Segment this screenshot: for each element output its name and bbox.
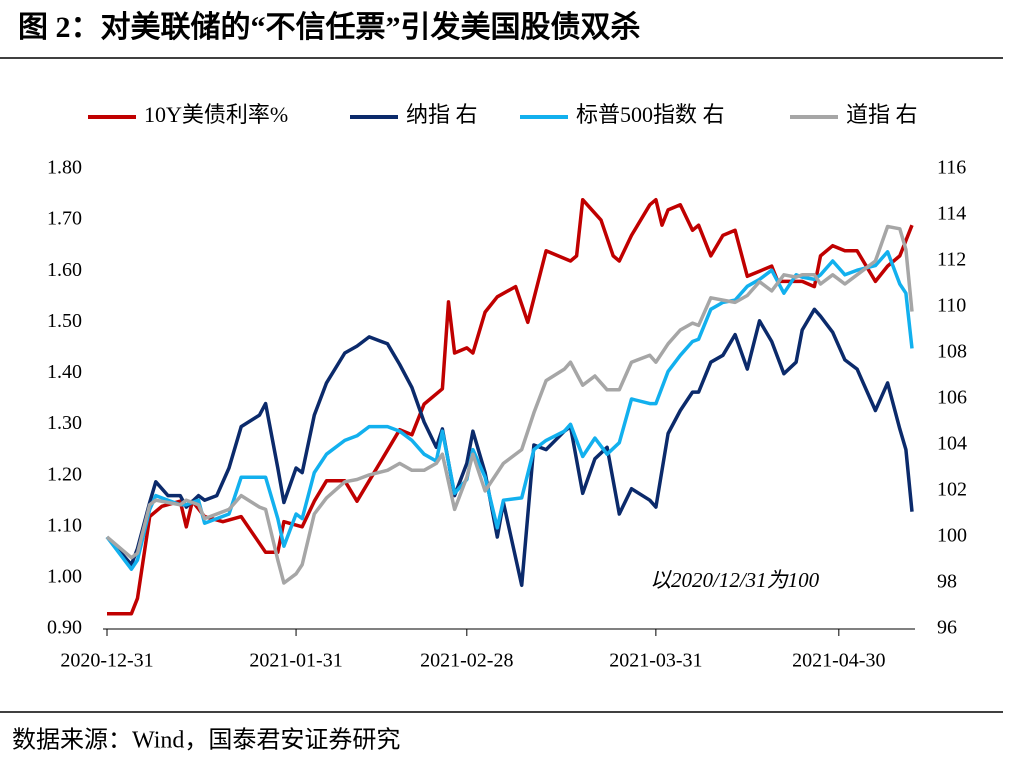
y2-tick-label: 98 [937, 571, 957, 593]
y-tick-label: 1.20 [47, 463, 82, 485]
y2-tick-label: 108 [937, 341, 967, 363]
chart-title: 图 2：对美联储的“不信任票”引发美国股债双杀 [18, 10, 641, 44]
x-tick-label: 2020-12-31 [60, 650, 153, 672]
annotation: 以2020/12/31为100 [650, 568, 820, 592]
y2-tick-label: 96 [937, 617, 957, 639]
series-line [105, 307, 914, 588]
x-tick-label: 2021-04-30 [792, 650, 885, 672]
legend-label: 道指 右 [846, 102, 918, 127]
y2-tick-label: 112 [937, 249, 966, 271]
y2-tick-label: 110 [937, 295, 966, 317]
legend-label: 标普500指数 右 [576, 102, 725, 127]
x-tick-label: 2021-01-31 [249, 650, 342, 672]
y-tick-label: 1.10 [47, 514, 82, 536]
y2-tick-label: 106 [937, 387, 967, 409]
legend-label: 10Y美债利率% [144, 102, 288, 127]
series-line [107, 197, 914, 616]
y2-tick-label: 114 [937, 203, 966, 225]
y-tick-label: 1.00 [47, 565, 82, 587]
series-line [105, 250, 914, 571]
y-tick-label: 1.80 [47, 157, 82, 179]
y-tick-label: 1.60 [47, 259, 82, 281]
y2-tick-label: 104 [937, 433, 967, 455]
y2-tick-label: 102 [937, 479, 967, 501]
source: 数据来源：Wind，国泰君安证券研究 [12, 727, 400, 754]
y-tick-label: 1.30 [47, 412, 82, 434]
legend-label: 纳指 右 [406, 102, 478, 127]
x-tick-label: 2021-02-28 [420, 650, 513, 672]
y-tick-label: 1.70 [47, 208, 82, 230]
y-tick-label: 1.40 [47, 361, 82, 383]
y2-tick-label: 100 [937, 525, 967, 547]
y2-tick-label: 116 [937, 157, 966, 179]
y-tick-label: 0.90 [47, 617, 82, 639]
series-line [105, 224, 914, 585]
y-tick-label: 1.50 [47, 310, 82, 332]
x-tick-label: 2021-03-31 [609, 650, 702, 672]
